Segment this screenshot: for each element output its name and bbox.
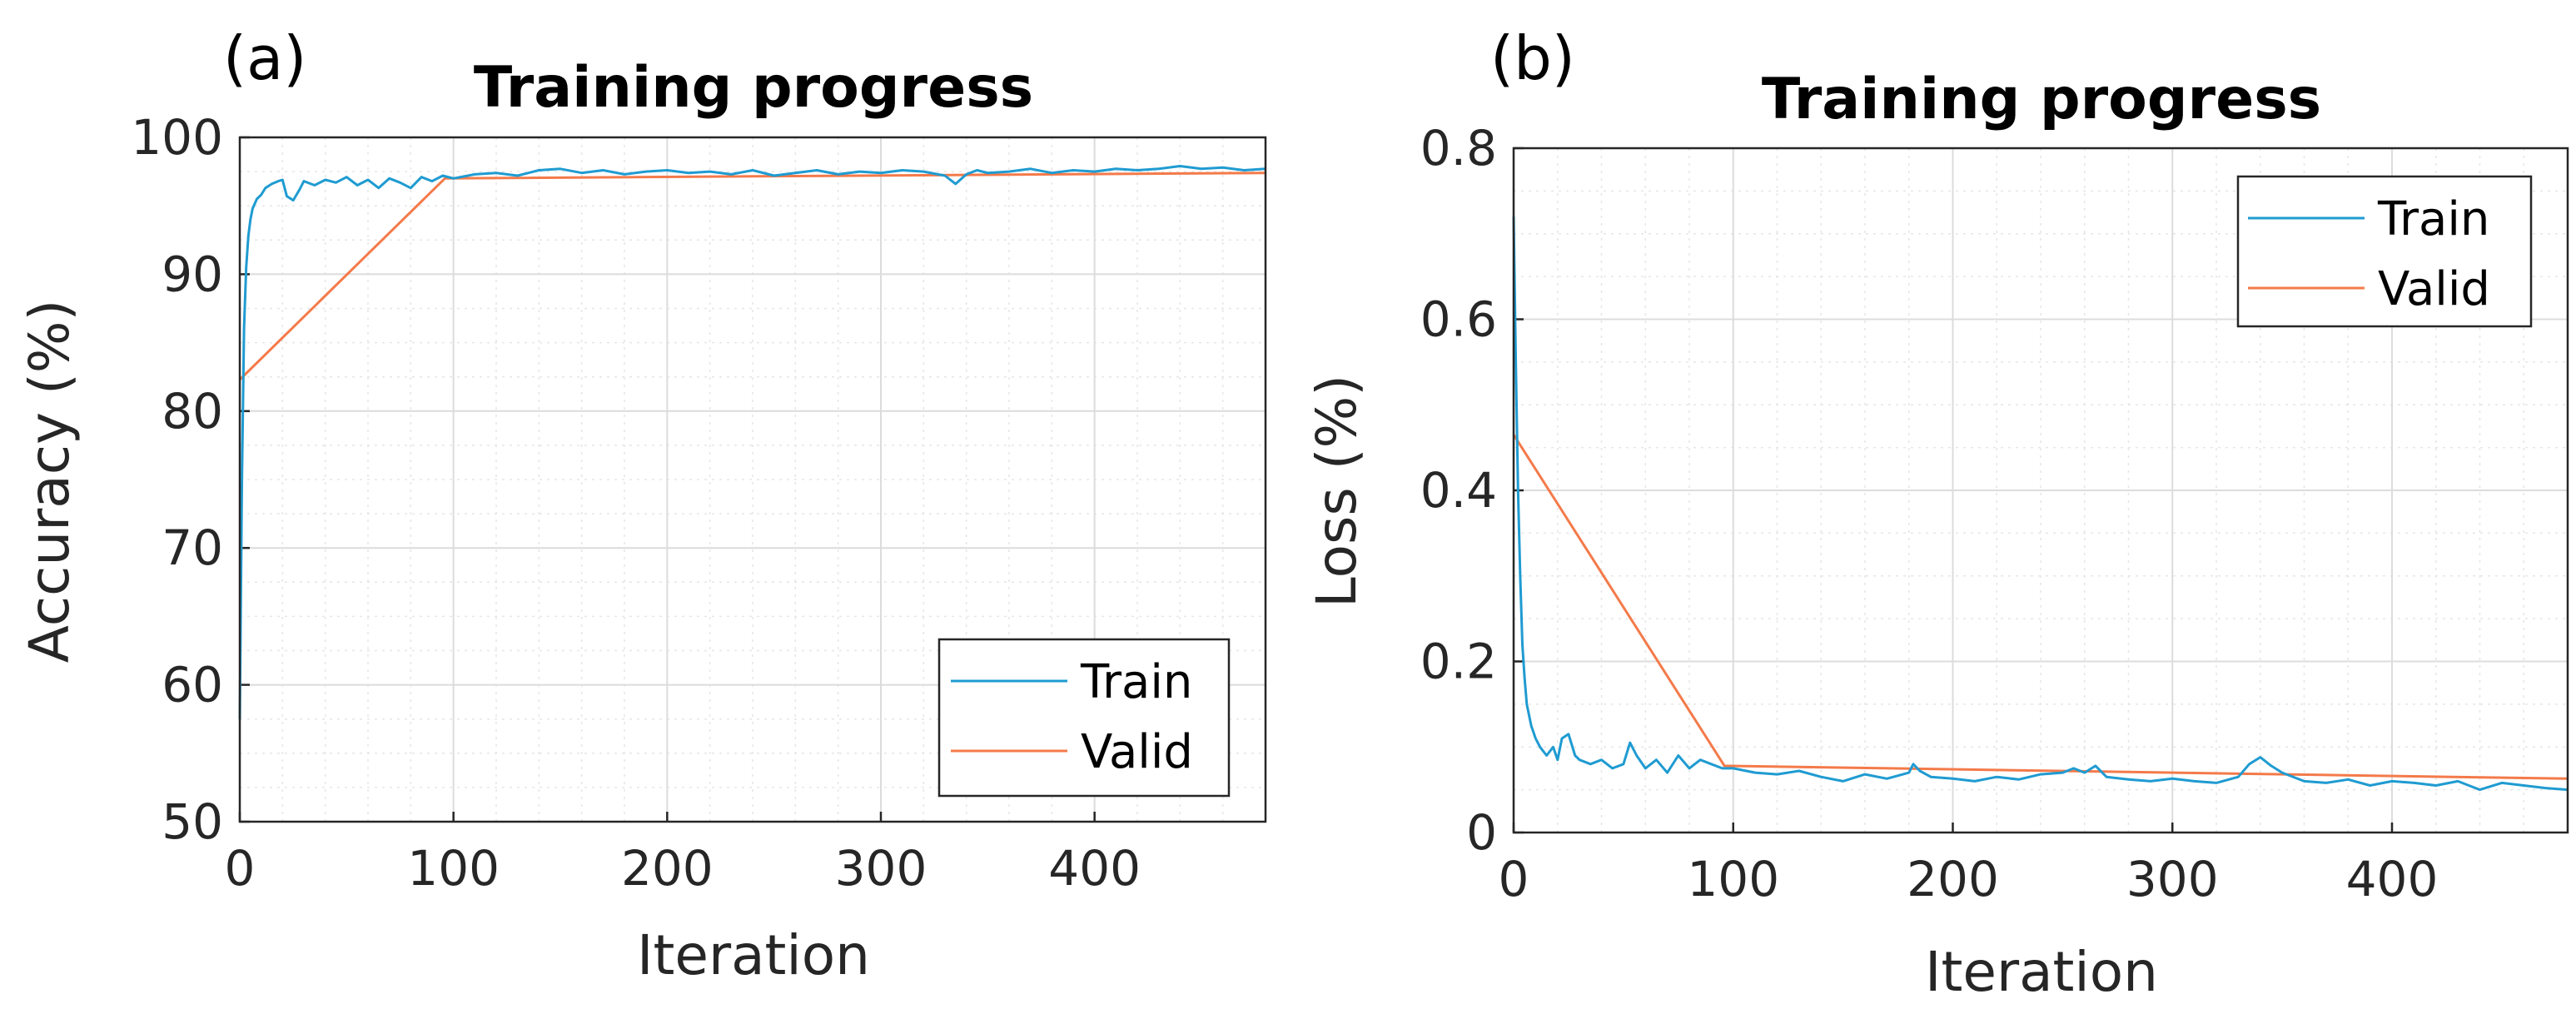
axes-box-b xyxy=(1512,147,2569,834)
series-line-valid xyxy=(238,171,1266,381)
x-tick-label: 200 xyxy=(1907,851,1999,907)
series-line-train xyxy=(238,165,1266,719)
x-axis-label-b: Iteration xyxy=(1925,940,2158,1004)
plot-lines-b xyxy=(1512,216,2569,792)
ticks-b: 0 100 200 300 400 0 0.2 0.4 0.6 0.8 xyxy=(1420,120,2439,907)
legend-train-label-a: Train xyxy=(1080,655,1192,709)
x-tick-label: 300 xyxy=(835,840,927,897)
y-tick-label: 80 xyxy=(162,383,223,440)
plot-lines-a xyxy=(238,165,1266,719)
panel-label-a: (a) xyxy=(223,23,306,93)
legend-a: Train Valid xyxy=(937,638,1231,798)
y-tick-label: 0.6 xyxy=(1420,291,1497,348)
legend-box-a xyxy=(937,638,1231,798)
y-tick-label: 50 xyxy=(162,793,223,850)
x-tick-label: 0 xyxy=(225,840,256,897)
series-line-train xyxy=(1512,216,2569,792)
x-tick-label: 100 xyxy=(407,840,500,897)
ticks-a: 0 100 200 300 400 50 60 70 80 90 100 xyxy=(131,109,1141,897)
legend-box-b xyxy=(2236,175,2533,328)
chart-panel-a: (a) Training progress Iteration Accuracy… xyxy=(17,23,1267,987)
x-tick-label: 400 xyxy=(1048,840,1141,897)
x-tick-label: 200 xyxy=(621,840,714,897)
y-tick-label: 60 xyxy=(162,657,223,713)
x-axis-label-a: Iteration xyxy=(637,923,870,987)
legend-b: Train Valid xyxy=(2236,175,2533,328)
chart-title-b: Training progress xyxy=(1762,67,2321,132)
panel-label-b: (b) xyxy=(1490,23,1575,93)
y-axis-label-b: Loss (%) xyxy=(1305,375,1369,608)
legend-valid-label-a: Valid xyxy=(1081,725,1193,779)
x-tick-label: 0 xyxy=(1499,851,1529,907)
y-tick-label: 0 xyxy=(1466,804,1497,861)
y-tick-label: 90 xyxy=(162,246,223,302)
y-axis-label-a: Accuracy (%) xyxy=(17,300,82,664)
y-tick-label: 0.2 xyxy=(1420,634,1497,690)
x-tick-label: 300 xyxy=(2126,851,2219,907)
x-tick-label: 100 xyxy=(1687,851,1779,907)
y-tick-label: 0.4 xyxy=(1420,462,1497,519)
chart-title-a: Training progress xyxy=(474,55,1033,121)
chart-panel-b: (b) Training progress Iteration Loss (%)… xyxy=(1305,23,2569,1004)
x-tick-label: 400 xyxy=(2346,851,2439,907)
axes-box-a xyxy=(238,136,1267,823)
y-tick-label: 0.8 xyxy=(1420,120,1497,176)
y-tick-label: 100 xyxy=(131,109,223,166)
y-tick-label: 70 xyxy=(162,519,223,576)
legend-train-label-b: Train xyxy=(2377,192,2489,246)
legend-valid-label-b: Valid xyxy=(2378,262,2490,316)
